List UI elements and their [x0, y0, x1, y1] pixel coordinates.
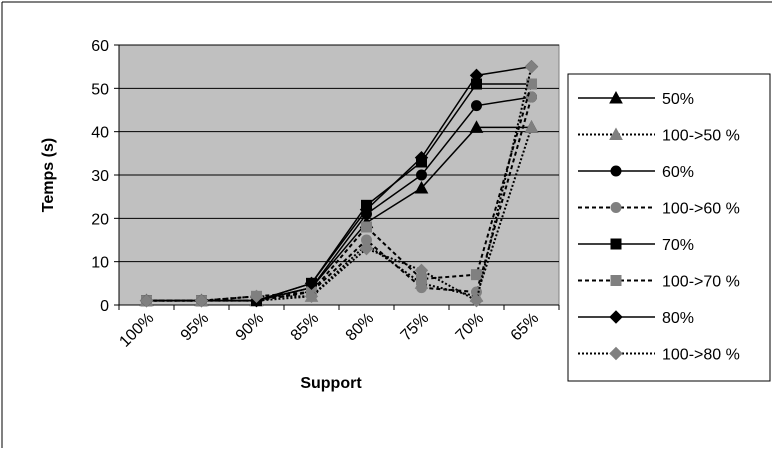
x-axis: 100% 95% 90% 85% 80% 75% 70% 65% — [116, 304, 560, 351]
data-point — [469, 293, 484, 308]
legend-marker — [610, 165, 622, 177]
legend-label: 80% — [662, 310, 694, 327]
legend-marker — [610, 202, 622, 213]
y-axis-title: Temps (s) — [40, 138, 57, 212]
legend-marker — [609, 90, 623, 104]
x-tick-label: 75% — [398, 310, 433, 345]
series-group — [139, 59, 539, 308]
legend-label: 100->80 % — [662, 347, 740, 364]
legend-label: 50% — [662, 91, 694, 108]
legend-marker — [610, 275, 622, 286]
data-point — [524, 120, 539, 133]
data-point — [471, 269, 482, 281]
series-8 — [139, 59, 539, 308]
x-tick-label: 100% — [116, 310, 157, 351]
legend-label: 100->70 % — [662, 274, 740, 291]
gridlines — [119, 44, 559, 263]
data-point — [524, 59, 539, 74]
x-tick-label: 70% — [453, 310, 488, 345]
data-point — [359, 202, 374, 217]
data-point — [414, 180, 429, 194]
legend-marker — [609, 310, 623, 324]
legend-label: 100->60 % — [662, 201, 740, 218]
data-point — [304, 289, 319, 304]
data-point — [139, 293, 154, 308]
data-point — [469, 68, 484, 83]
data-point — [361, 221, 372, 233]
data-point — [414, 263, 429, 278]
legend-box — [567, 73, 771, 382]
y-tick-label: 40 — [91, 125, 109, 142]
data-point — [526, 78, 537, 90]
y-tick-label: 60 — [91, 38, 109, 55]
y-tick-label: 20 — [91, 211, 109, 228]
legend-item: 100->80 % — [578, 347, 740, 364]
legend-label: 100->50 % — [662, 128, 740, 145]
y-tick-label: 10 — [91, 255, 109, 272]
data-point — [414, 150, 429, 165]
data-point — [471, 100, 482, 112]
legend-label: 60% — [662, 164, 694, 181]
x-tick-label: 85% — [288, 310, 323, 345]
data-point — [249, 289, 264, 304]
y-axis: 0 10 20 30 40 50 60 — [91, 38, 120, 315]
data-point — [359, 241, 374, 256]
legend-item: 70% — [578, 237, 694, 254]
legend-item: 50% — [578, 90, 694, 108]
legend-item: 60% — [578, 164, 694, 181]
legend-item: 100->50 % — [578, 127, 740, 145]
y-tick-label: 30 — [91, 168, 109, 185]
legend: 50% 100->50 % 60% 100->60 % 70% 100->70 % 80% 1… — [567, 73, 771, 382]
legend-marker — [609, 127, 623, 140]
legend-label: 70% — [662, 237, 694, 254]
y-tick-label: 0 — [100, 298, 109, 315]
data-point — [469, 120, 484, 133]
data-point — [416, 169, 427, 181]
legend-item: 100->60 % — [578, 201, 740, 218]
x-tick-label: 80% — [343, 310, 378, 345]
x-tick-label: 95% — [178, 310, 213, 345]
series-line — [146, 66, 533, 303]
legend-item: 100->70 % — [578, 274, 740, 291]
x-axis-title: Support — [300, 375, 362, 392]
data-point — [304, 276, 319, 291]
y-tick-label: 50 — [91, 81, 109, 98]
legend-marker — [610, 238, 622, 250]
x-tick-label: 90% — [233, 310, 268, 345]
x-tick-label: 65% — [508, 310, 543, 345]
data-point — [194, 293, 209, 308]
legend-marker — [609, 346, 623, 361]
legend-item: 80% — [578, 310, 694, 327]
